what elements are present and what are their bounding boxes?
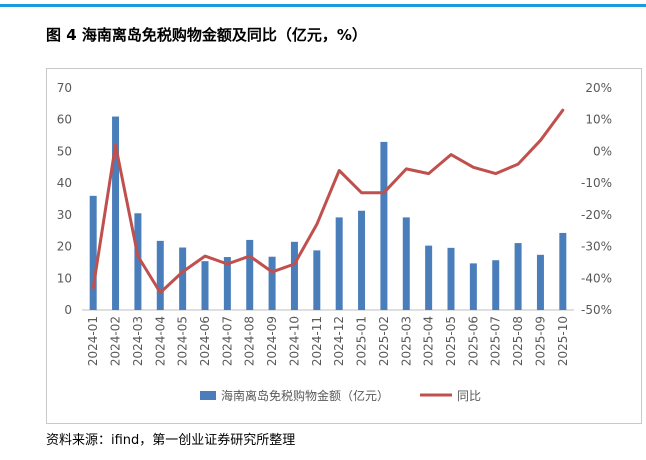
bar: [246, 239, 254, 310]
left-tick-label: 60: [57, 113, 72, 127]
x-tick-label: 2025-06: [466, 316, 480, 366]
figure-title: 图 4 海南离岛免税购物金额及同比（亿元，%）: [46, 26, 367, 44]
left-tick-label: 70: [57, 81, 72, 95]
bar: [402, 217, 410, 310]
bar: [112, 116, 120, 311]
bar: [447, 247, 455, 310]
x-tick-label: 2025-02: [377, 316, 391, 366]
x-tick-label: 2024-04: [153, 316, 167, 366]
x-tick-label: 2024-07: [220, 316, 234, 366]
x-tick-label: 2025-03: [399, 316, 413, 366]
right-tick-label: -30%: [581, 240, 612, 254]
bar: [358, 210, 366, 310]
legend-bar-label: 海南离岛免税购物金额（亿元）: [221, 388, 389, 403]
left-tick-label: 10: [57, 271, 72, 285]
bar: [469, 263, 477, 310]
chart-frame: [46, 68, 642, 424]
x-tick-label: 2025-01: [355, 316, 369, 366]
bar: [201, 261, 209, 310]
x-tick-label: 2024-08: [243, 316, 257, 366]
x-tick-label: 2024-09: [265, 316, 279, 366]
x-tick-label: 2024-03: [131, 316, 145, 366]
legend-line-label: 同比: [457, 389, 481, 403]
bar: [313, 250, 321, 310]
right-tick-label: 20%: [585, 81, 612, 95]
right-tick-label: 0%: [593, 144, 612, 158]
x-tick-label: 2025-09: [533, 316, 547, 366]
left-tick-label: 30: [57, 208, 72, 222]
bar: [425, 245, 433, 310]
line-series: [91, 108, 565, 295]
right-axis-ticks: -50% -40% -30% -20% -10% 0% 10% 20%: [581, 81, 612, 317]
x-tick-label: 2025-04: [422, 316, 436, 366]
right-tick-label: -40%: [581, 271, 612, 285]
bar: [89, 195, 97, 310]
x-tick-label: 2025-07: [489, 316, 503, 366]
bar: [134, 213, 142, 310]
bar: [179, 247, 187, 310]
bar: [268, 256, 276, 310]
source-note: 资料来源：ifind，第一创业证券研究所整理: [46, 433, 296, 448]
legend-bar-swatch: [200, 391, 216, 400]
x-tick-label: 2024-12: [332, 316, 346, 366]
x-tick-label: 2025-08: [511, 316, 525, 366]
top-accent-rule: [0, 4, 646, 7]
x-tick-label: 2024-11: [310, 316, 324, 366]
bar: [514, 243, 522, 310]
right-tick-label: -50%: [581, 303, 612, 317]
x-tick-label: 2024-06: [198, 316, 212, 366]
x-tick-label: 2024-02: [109, 316, 123, 366]
legend: 海南离岛免税购物金额（亿元） 同比: [200, 388, 481, 403]
right-tick-label: -20%: [581, 208, 612, 222]
bar: [290, 241, 298, 310]
bar-series: [89, 116, 567, 311]
left-axis-ticks: 0 10 20 30 40 50 60 70: [57, 81, 72, 317]
x-tick-label: 2024-10: [287, 316, 301, 366]
bar: [536, 254, 544, 310]
x-axis-ticks: 2024-01 2024-02 2024-03 2024-04 2024-05 2024-…: [86, 316, 570, 366]
bar: [380, 141, 388, 310]
x-tick-label: 2024-01: [86, 316, 100, 366]
bar: [223, 257, 231, 310]
bar: [156, 240, 164, 310]
x-tick-label: 2025-10: [556, 316, 570, 366]
left-tick-label: 40: [57, 176, 72, 190]
bar: [559, 232, 567, 310]
left-tick-label: 20: [57, 240, 72, 254]
left-tick-label: 0: [64, 303, 72, 317]
right-tick-label: 10%: [585, 113, 612, 127]
bar: [335, 217, 343, 310]
yoy-line: [91, 108, 565, 295]
x-tick-label: 2025-05: [444, 316, 458, 366]
right-tick-label: -10%: [581, 176, 612, 190]
x-tick-label: 2024-05: [176, 316, 190, 366]
bar: [492, 260, 500, 310]
left-tick-label: 50: [57, 144, 72, 158]
